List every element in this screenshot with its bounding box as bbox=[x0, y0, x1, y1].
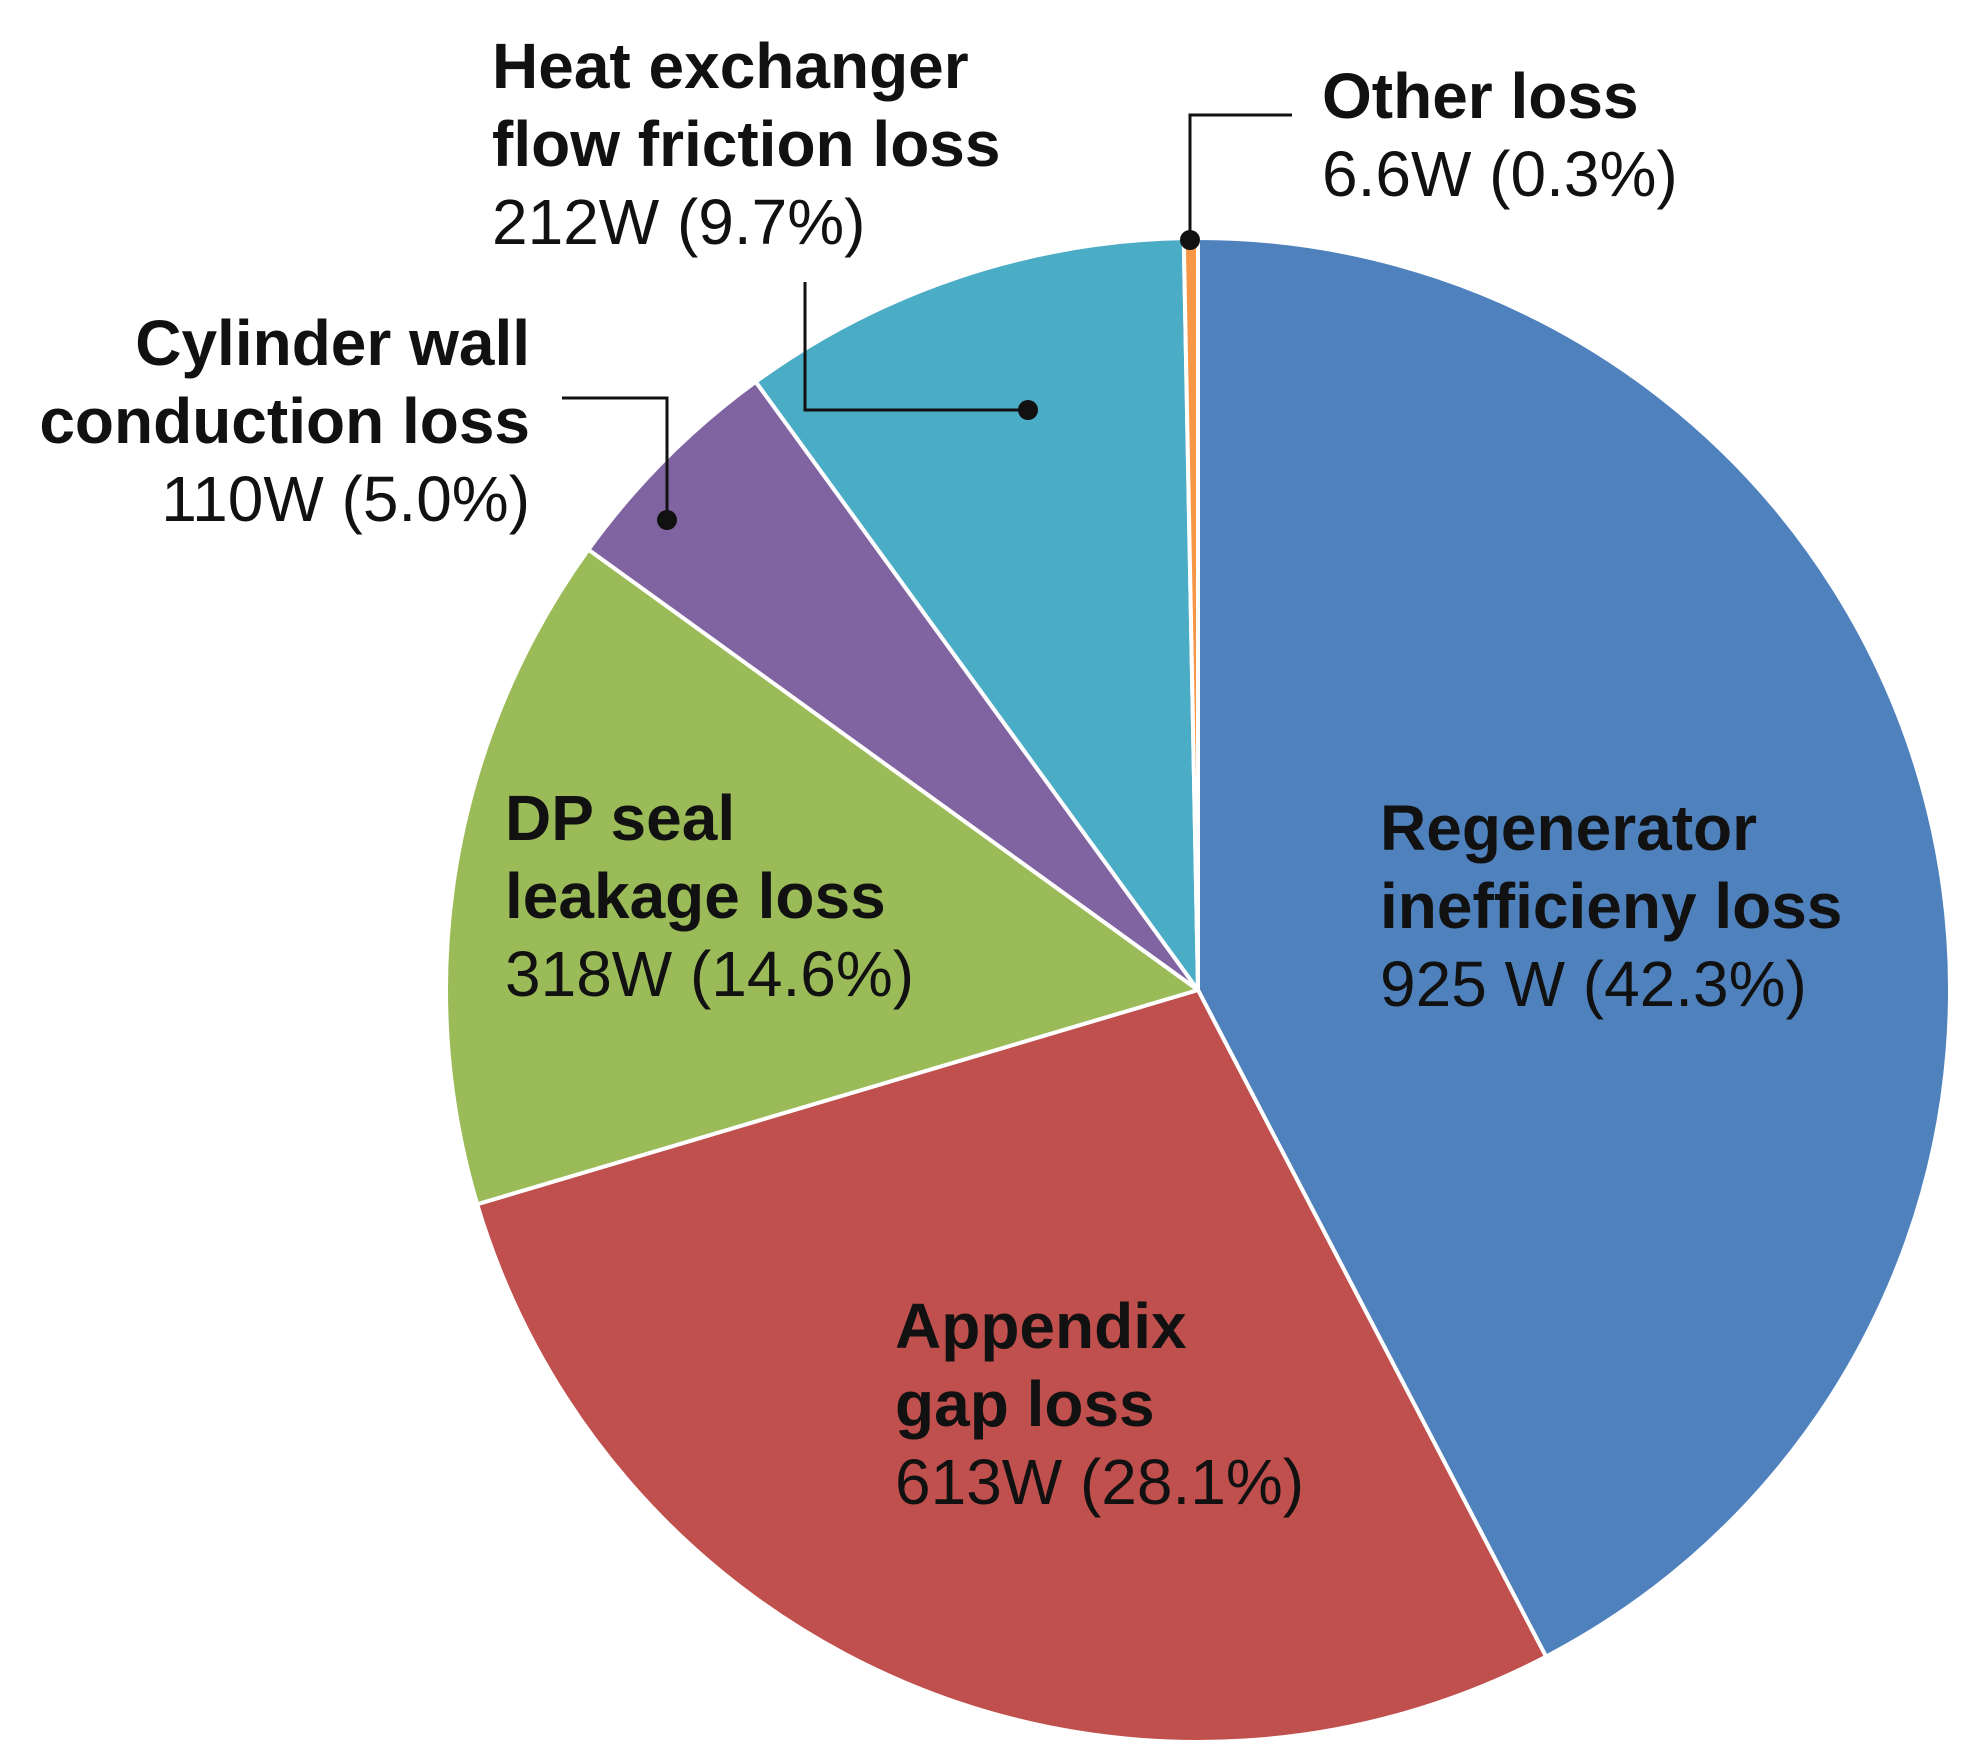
leader-dot-cylinder-wall bbox=[657, 510, 677, 530]
leader-line-cylinder-wall bbox=[562, 396, 669, 520]
slice-value-dp-seal: 318W (14.6%) bbox=[505, 938, 914, 1010]
slices-layer bbox=[444, 235, 1952, 1744]
leader-dot-heat-exchanger bbox=[1018, 400, 1038, 420]
slice-name-cylinder-wall-line-2: conduction loss bbox=[39, 385, 530, 457]
slice-name-appendix-line-1: Appendix bbox=[895, 1290, 1187, 1362]
slice-name-regenerator-line-1: Regenerator bbox=[1380, 792, 1757, 864]
slice-name-dp-seal-line-2: leakage loss bbox=[505, 860, 886, 932]
slice-value-other: 6.6W (0.3%) bbox=[1322, 138, 1678, 210]
slice-name-heat-exchanger-line-2: flow friction loss bbox=[492, 108, 1000, 180]
slice-name-dp-seal-line-1: DP seal bbox=[505, 782, 735, 854]
leader-line-other bbox=[1188, 113, 1292, 240]
slice-value-regenerator: 925 W (42.3%) bbox=[1380, 948, 1807, 1020]
pie-slice-regenerator bbox=[1196, 236, 1952, 1659]
slice-name-appendix-line-2: gap loss bbox=[895, 1368, 1155, 1440]
pie-slice-dp-seal bbox=[444, 547, 1200, 1207]
pie-slice-appendix bbox=[475, 988, 1549, 1744]
leader-dot-other bbox=[1180, 230, 1200, 250]
slice-value-cylinder-wall: 110W (5.0%) bbox=[161, 463, 530, 535]
leader-line-heat-exchanger bbox=[803, 282, 1028, 412]
slice-name-cylinder-wall-line-1: Cylinder wall bbox=[135, 307, 530, 379]
slice-name-heat-exchanger-line-1: Heat exchanger bbox=[492, 30, 969, 102]
pie-slice-heat-exchanger bbox=[753, 236, 1200, 992]
slice-name-other-line-1: Other loss bbox=[1322, 60, 1639, 132]
leader-lines-layer bbox=[562, 113, 1292, 530]
slice-name-regenerator-line-2: inefficieny loss bbox=[1380, 870, 1842, 942]
slice-value-heat-exchanger: 212W (9.7%) bbox=[492, 186, 865, 258]
slice-value-appendix: 613W (28.1%) bbox=[895, 1446, 1304, 1518]
